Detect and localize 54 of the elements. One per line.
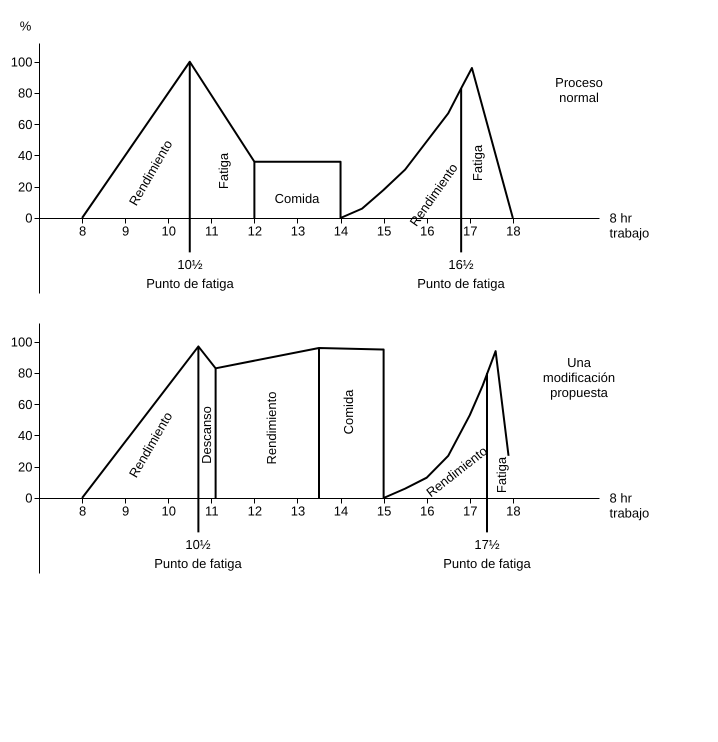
x-tick-label: 16: [420, 504, 434, 518]
x-tick-label: 14: [334, 504, 348, 518]
y-axis-title: %: [20, 18, 32, 34]
x-tick-label: 15: [376, 224, 392, 238]
y-tick-label: 80: [18, 366, 32, 380]
annotation: Comida: [341, 388, 356, 434]
x-tick-label: 9: [122, 504, 130, 518]
y-tick-label: 0: [25, 210, 32, 226]
annotation: Descanso: [199, 406, 214, 464]
x-tick-label: 12: [248, 224, 262, 238]
annotation: Fatiga: [494, 456, 509, 494]
y-tick-label: 40: [18, 148, 32, 163]
x-axis-title: 8 hr trabajo: [610, 210, 650, 240]
y-tick-label: 20: [18, 459, 32, 474]
annotation: Rendimiento: [264, 392, 279, 464]
x-tick-label: 10: [161, 504, 176, 518]
annotation: Fatiga: [216, 152, 231, 190]
x-tick-label: 9: [122, 224, 130, 238]
x-tick-label: 11: [205, 224, 219, 238]
x-tick-label: 13: [290, 504, 306, 518]
annotation: 10½: [185, 537, 211, 552]
x-tick-label: 15: [376, 504, 392, 518]
x-tick-label: 17: [463, 224, 478, 238]
y-tick-label: 60: [18, 396, 32, 412]
y-tick-label: 80: [18, 86, 32, 100]
annotation: 16½: [448, 257, 474, 272]
x-tick-label: 18: [506, 224, 521, 238]
x-tick-label: 13: [290, 224, 306, 238]
annotation: Comida: [274, 191, 320, 206]
x-tick-label: 8: [78, 224, 86, 238]
x-tick-label: 11: [205, 504, 219, 518]
y-tick-label: 100: [10, 54, 32, 70]
annotation: Punto de fatiga: [146, 276, 234, 291]
x-tick-label: 12: [248, 504, 262, 518]
annotation: Proceso normal: [555, 75, 603, 105]
y-tick-label: 40: [18, 428, 32, 443]
x-tick-label: 14: [334, 224, 348, 238]
annotation: Punto de fatiga: [443, 556, 532, 571]
x-axis-title: 8 hr trabajo: [610, 490, 650, 520]
y-tick-label: 100: [10, 334, 32, 350]
x-tick-label: 17: [463, 504, 478, 518]
annotation: Punto de fatiga: [154, 556, 242, 571]
annotation: Una modificación propuesta: [542, 355, 616, 400]
y-tick-label: 60: [18, 116, 32, 132]
annotation: 10½: [177, 257, 203, 272]
annotation: 17½: [474, 537, 500, 552]
x-tick-label: 18: [506, 504, 521, 518]
x-tick-label: 16: [420, 224, 434, 238]
y-tick-label: 20: [18, 179, 32, 194]
x-tick-label: 10: [161, 224, 176, 238]
annotation: Punto de fatiga: [417, 276, 506, 291]
annotation: Fatiga: [470, 144, 485, 182]
x-tick-label: 8: [78, 504, 86, 518]
y-tick-label: 0: [25, 490, 32, 506]
